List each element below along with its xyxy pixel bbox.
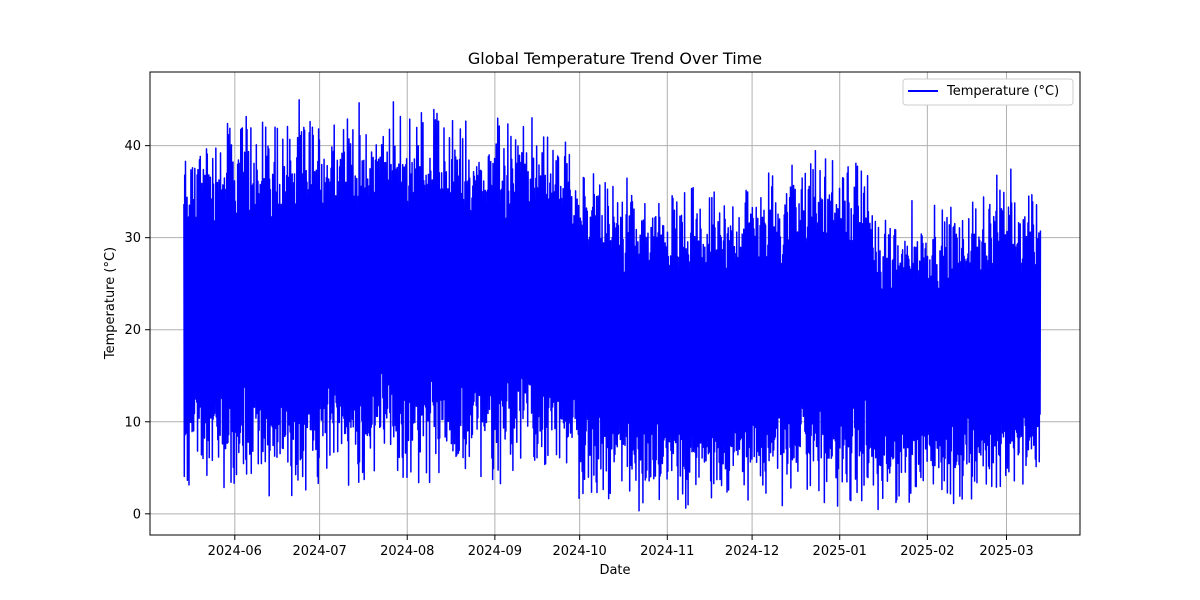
legend-box — [902, 78, 1074, 106]
plot-area — [183, 99, 1042, 512]
x-tick-label: 2024-09 — [468, 544, 522, 559]
legend-label: Temperature (°C) — [946, 84, 1059, 99]
y-axis-ticks: 0 10 20 30 40 — [124, 139, 150, 522]
axes-frame — [149, 71, 1081, 536]
x-axis-ticks: 2024-06 2024-07 2024-08 2024-09 2024-10 2024-… — [208, 535, 1034, 559]
legend: Temperature (°C) — [902, 78, 1074, 106]
x-tick-label: 2024-12 — [725, 544, 779, 559]
x-tick-label: 2025-01 — [813, 544, 867, 559]
x-axis-label: Date — [599, 563, 630, 578]
chart-title: Global Temperature Trend Over Time — [468, 49, 762, 68]
y-tick-label: 0 — [133, 507, 141, 522]
y-tick-label: 10 — [124, 415, 141, 430]
y-tick-label: 40 — [124, 139, 141, 154]
y-axis-label: Temperature (°C) — [103, 247, 118, 360]
x-tick-label: 2024-08 — [380, 544, 434, 559]
temperature-series-line — [183, 99, 1042, 512]
x-tick-label: 2025-02 — [900, 544, 954, 559]
x-tick-label: 2024-10 — [553, 544, 607, 559]
x-tick-label: 2025-03 — [979, 544, 1033, 559]
x-tick-label: 2024-07 — [292, 544, 346, 559]
x-tick-label: 2024-11 — [640, 544, 694, 559]
x-tick-label: 2024-06 — [208, 544, 262, 559]
y-tick-label: 30 — [124, 231, 141, 246]
y-tick-label: 20 — [124, 323, 141, 338]
